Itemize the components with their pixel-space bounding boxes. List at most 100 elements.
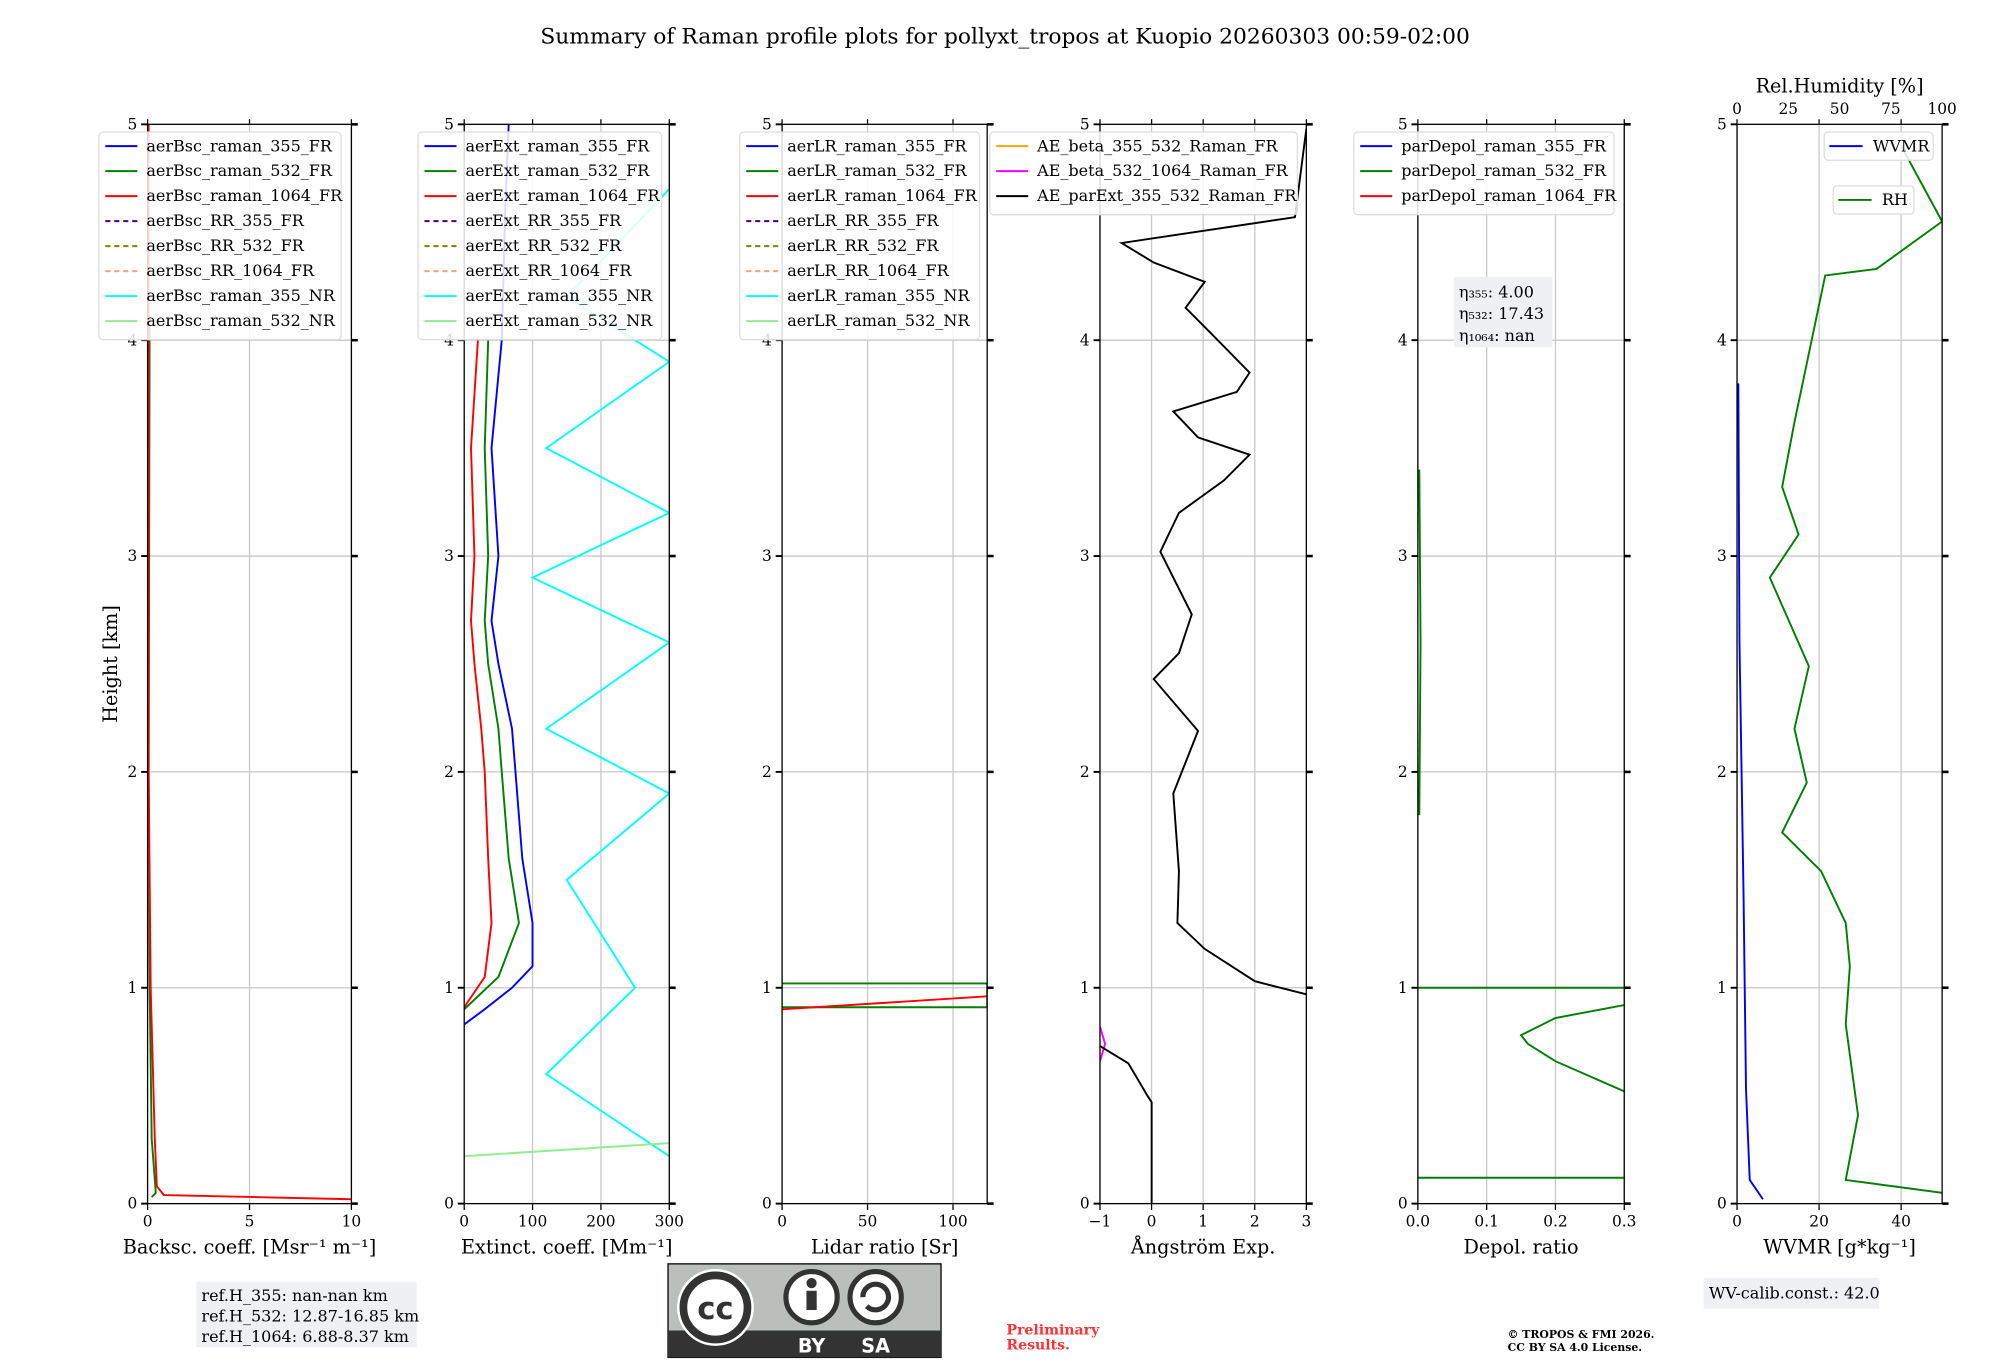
series-line-WVMR xyxy=(1737,383,1764,1200)
legend-label: RH xyxy=(1882,190,1908,209)
refH-532: ref.H_532: 12.87-16.85 km xyxy=(201,1307,419,1326)
y-tick-label: 3 xyxy=(444,547,454,565)
top-x-tick-label: 25 xyxy=(1779,100,1799,118)
legend-label: parDepol_raman_532_FR xyxy=(1401,161,1607,180)
x-tick-label: 0 xyxy=(777,1213,787,1231)
preliminary-line2: Results. xyxy=(1006,1338,1070,1354)
legend-label: aerExt_raman_1064_FR xyxy=(465,186,660,205)
x-tick-label: 5 xyxy=(245,1213,255,1231)
legend-label: WVMR xyxy=(1873,136,1930,155)
x-tick-label: 0.2 xyxy=(1543,1213,1567,1231)
legend-label: aerLR_raman_1064_FR xyxy=(787,186,978,205)
legend: aerBsc_raman_355_FR aerBsc_raman_532_FRae… xyxy=(98,131,343,341)
series-line-aerExt_raman_532_FR xyxy=(464,340,520,1010)
sa-label: SA xyxy=(861,1334,890,1357)
legend-WVMR: WVMR xyxy=(1823,131,1934,161)
copyright-line1: © TROPOS & FMI 2026. xyxy=(1508,1328,1655,1341)
legend-box xyxy=(989,131,1299,216)
axes-frame xyxy=(781,123,988,1205)
y-tick-label: 0 xyxy=(444,1195,454,1213)
legend-label: aerLR_RR_532_FR xyxy=(787,236,939,255)
axes-frame xyxy=(1736,123,1943,1205)
preliminary-line1: Preliminary xyxy=(1006,1322,1100,1338)
x-tick-label: 0.3 xyxy=(1612,1213,1636,1231)
legend-box xyxy=(1353,131,1615,216)
y-tick-label: 3 xyxy=(1717,547,1727,565)
y-tick-label: 3 xyxy=(128,547,138,565)
y-tick-label: 4 xyxy=(1398,331,1408,349)
panel-5: 0.0 0.1 0.2 0.3 0 1 2 3 4 5 Depol. ratio parDepol_r… xyxy=(1353,115,1636,1259)
reference-height-box: ref.H_355: nan-nan km ref.H_532: 12.87-1… xyxy=(196,1281,419,1348)
y-tick-label: 5 xyxy=(1080,115,1090,133)
legend-label: aerExt_RR_532_FR xyxy=(465,236,622,255)
y-tick-label: 5 xyxy=(444,115,454,133)
y-tick-label: 1 xyxy=(1080,979,1090,997)
legend-label: aerLR_RR_1064_FR xyxy=(787,261,949,280)
x-tick-label: 10 xyxy=(342,1213,362,1231)
refH-1064: ref.H_1064: 6.88-8.37 km xyxy=(201,1327,409,1346)
y-tick-label: 0 xyxy=(1398,1195,1408,1213)
panel-2: 0100200300012345Extinct. coeff. [Mm⁻¹]ae… xyxy=(417,115,684,1259)
legend-box xyxy=(98,131,342,341)
legend-box xyxy=(739,131,981,341)
legend-label: parDepol_raman_355_FR xyxy=(1401,136,1607,155)
x-axis-label: WVMR [g*kg⁻¹] xyxy=(1763,1236,1916,1259)
series-line-aerExt_raman_355_NR xyxy=(530,188,670,1157)
y-tick-label: 3 xyxy=(1080,547,1090,565)
top-x-tick-label: 75 xyxy=(1881,100,1901,118)
legend-label: aerLR_RR_355_FR xyxy=(787,211,939,230)
y-tick-label: 2 xyxy=(444,763,454,781)
legend-label: aerExt_raman_355_FR xyxy=(465,136,650,155)
series-line-aerBsc_raman_1064_FR xyxy=(147,124,352,1201)
cc-by-sa-logo: cc BY SA xyxy=(667,1263,942,1359)
legend: parDepol_raman_355_FR parDepol_raman_532_… xyxy=(1353,131,1617,216)
y-tick-label: 1 xyxy=(128,979,138,997)
legend-label: aerBsc_RR_1064_FR xyxy=(146,261,315,280)
axes-frame xyxy=(1417,123,1625,1205)
y-tick-label: 4 xyxy=(1717,331,1727,349)
x-tick-label: 50 xyxy=(858,1213,878,1231)
cc-logo-text: cc xyxy=(697,1291,733,1327)
y-tick-label: 1 xyxy=(444,979,454,997)
axes-frame xyxy=(463,123,670,1205)
x-tick-label: 100 xyxy=(938,1213,967,1231)
x-tick-label: 300 xyxy=(655,1213,684,1231)
legend-label: AE_parExt_355_532_Raman_FR xyxy=(1036,186,1297,205)
y-tick-label: 0 xyxy=(1080,1195,1090,1213)
legend-label: aerBsc_raman_532_NR xyxy=(146,311,336,330)
x-tick-label: 1 xyxy=(1198,1213,1208,1231)
y-tick-label: 4 xyxy=(1080,331,1090,349)
x-axis-label: Depol. ratio xyxy=(1464,1236,1579,1259)
copyright-line2: CC BY SA 4.0 License. xyxy=(1508,1341,1642,1354)
series-line-AE_parExt_low xyxy=(1099,1045,1153,1204)
x-tick-label: 0 xyxy=(459,1213,469,1231)
legend-label: AE_beta_355_532_Raman_FR xyxy=(1036,136,1278,155)
wv-calib-constant: WV-calib.const.: 42.0 xyxy=(1709,1283,1880,1302)
eta-annotation-box: η₃₅₅: 4.00 η₅₃₂: 17.43 η₁₀₆₄: nan xyxy=(1453,276,1553,348)
legend: AE_beta_355_532_Raman_FR AE_beta_532_1064… xyxy=(989,131,1299,216)
x-tick-label: 0.1 xyxy=(1474,1213,1498,1231)
axes-frame xyxy=(146,123,353,1205)
legend-label: parDepol_raman_1064_FR xyxy=(1401,186,1617,205)
x-axis-label: Lidar ratio [Sr] xyxy=(811,1236,959,1259)
eta-532: η₅₃₂: 17.43 xyxy=(1459,304,1544,323)
y-tick-label: 0 xyxy=(762,1195,772,1213)
series-line-aerLR_raman_1064_FR xyxy=(782,995,988,1011)
y-axis-label: Height [km] xyxy=(99,605,122,723)
legend-label: aerBsc_RR_355_FR xyxy=(146,211,304,230)
y-tick-label: 1 xyxy=(762,979,772,997)
y-tick-label: 5 xyxy=(128,115,138,133)
x-tick-label: 0.0 xyxy=(1406,1213,1430,1231)
x-tick-label: 0 xyxy=(1732,1213,1742,1231)
y-tick-label: 5 xyxy=(762,115,772,133)
panel-1: 0510012345Backsc. coeff. [Msr⁻¹ m⁻¹]aerB… xyxy=(98,115,376,1259)
eta-1064: η₁₀₆₄: nan xyxy=(1459,326,1535,345)
top-x-tick-label: 100 xyxy=(1927,100,1956,118)
legend-box xyxy=(1823,131,1934,161)
y-tick-label: 3 xyxy=(762,547,772,565)
series-line-aerExt_raman_355_FR xyxy=(464,124,534,1026)
series-line-aerLR_raman_532_FR xyxy=(782,982,988,1009)
panel-3: 050100012345Lidar ratio [Sr]aerLR_raman_… xyxy=(739,115,994,1259)
legend-label: aerBsc_raman_1064_FR xyxy=(146,186,343,205)
